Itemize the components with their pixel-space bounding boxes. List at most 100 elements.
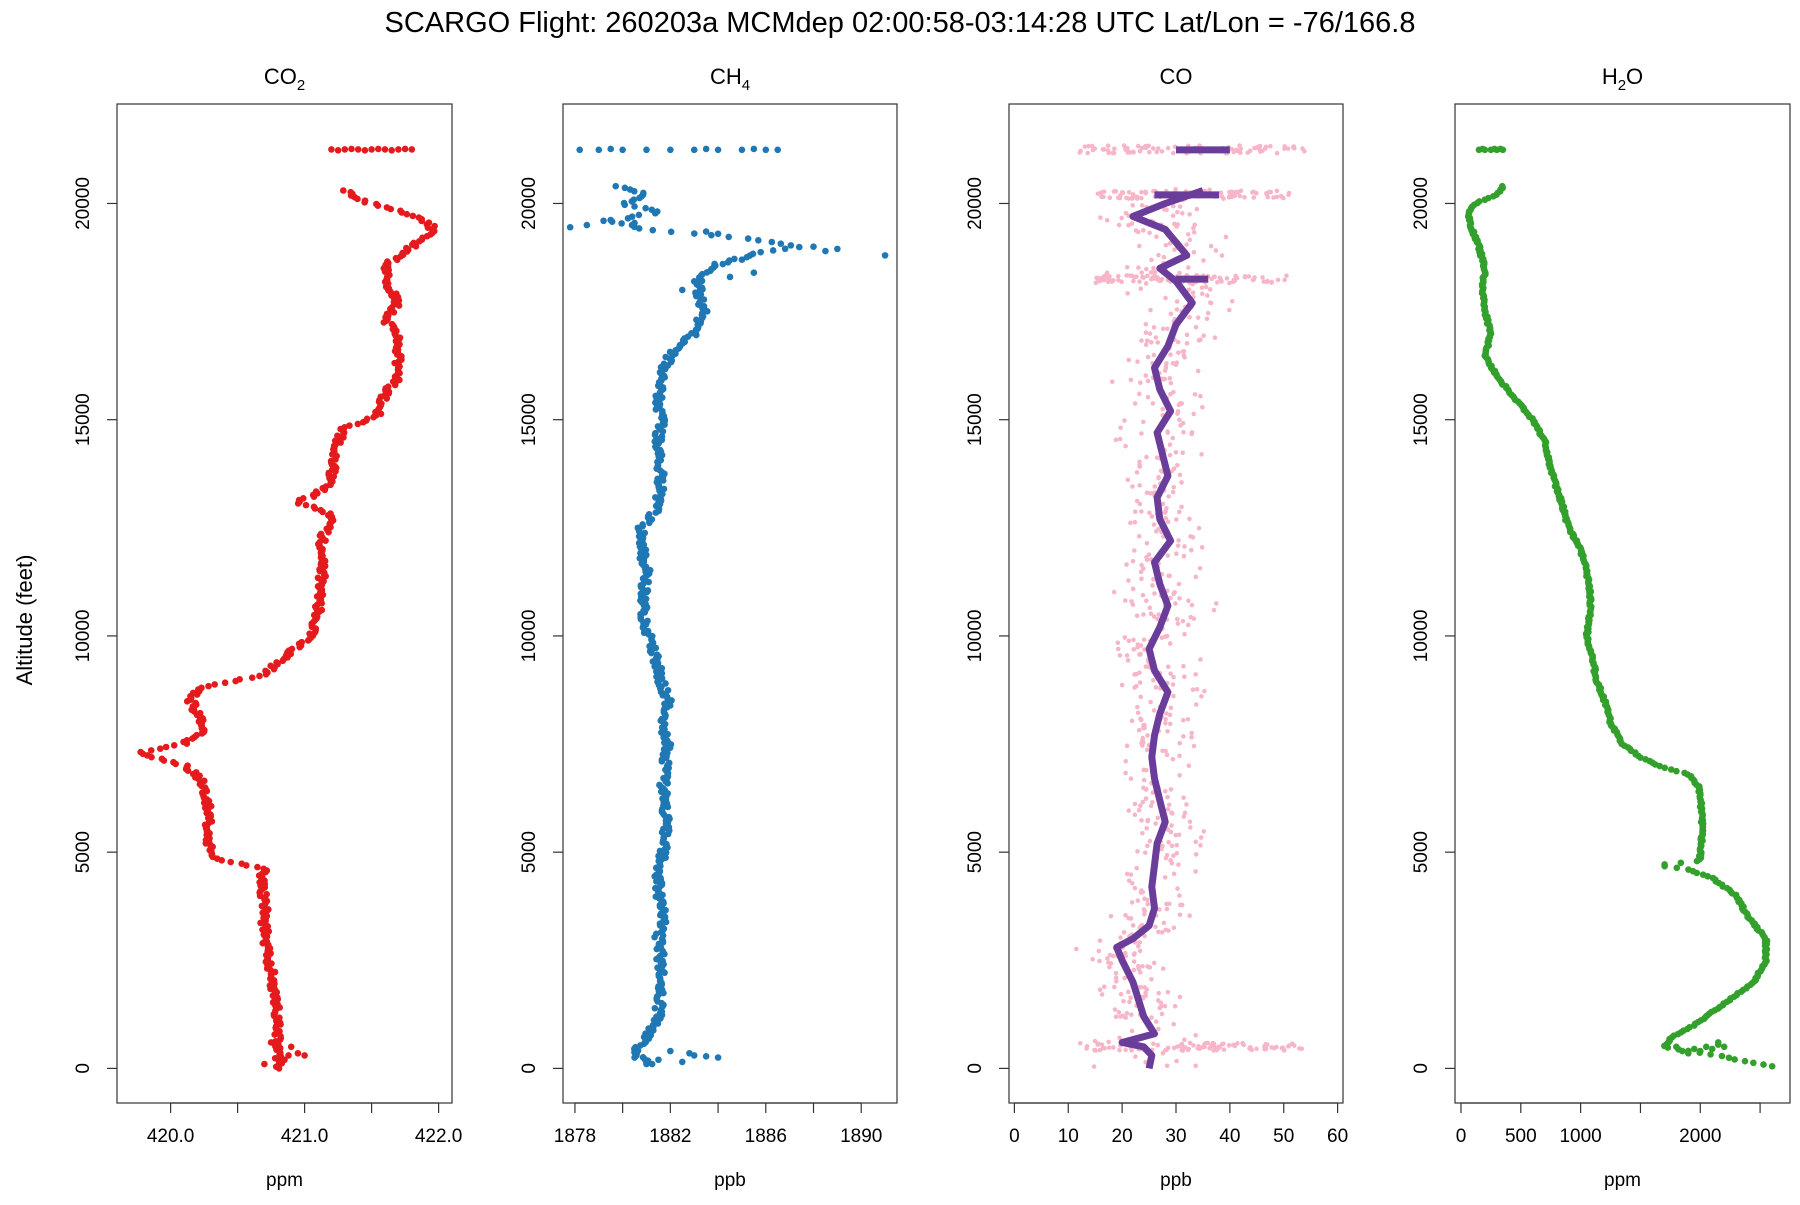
raw-point — [1143, 796, 1149, 802]
data-point — [700, 302, 708, 310]
raw-point — [1190, 687, 1196, 692]
data-point — [211, 681, 219, 688]
raw-point — [1199, 452, 1204, 457]
data-point — [630, 196, 638, 204]
raw-point — [1181, 795, 1186, 801]
raw-point — [1145, 354, 1151, 360]
raw-point — [1105, 143, 1111, 149]
raw-point — [1140, 963, 1145, 969]
raw-point — [1161, 254, 1167, 260]
raw-point — [1128, 872, 1134, 877]
raw-point — [1248, 1045, 1253, 1050]
raw-point — [1167, 241, 1173, 246]
raw-point — [1166, 494, 1171, 499]
raw-point — [1201, 258, 1206, 263]
data-point — [777, 240, 785, 247]
raw-point — [1151, 352, 1157, 358]
raw-point — [1145, 394, 1151, 400]
x-tick-label: 1878 — [554, 1126, 596, 1147]
raw-point — [1193, 839, 1198, 845]
raw-point — [1104, 217, 1110, 223]
raw-point — [1242, 274, 1248, 280]
raw-point — [1137, 279, 1142, 284]
plot-frame — [562, 103, 898, 1104]
raw-point — [1202, 688, 1207, 694]
raw-point — [1140, 830, 1145, 836]
raw-point — [1156, 526, 1161, 532]
data-point — [774, 146, 782, 154]
data-point — [750, 269, 758, 276]
raw-point — [1137, 459, 1142, 465]
raw-point — [1169, 860, 1175, 866]
x-tick-label: 421.0 — [281, 1126, 329, 1147]
raw-point — [1137, 652, 1142, 657]
raw-point — [1109, 379, 1115, 385]
raw-point — [1195, 368, 1201, 374]
raw-point — [1148, 307, 1153, 313]
raw-point — [1139, 818, 1144, 823]
raw-point — [1290, 144, 1296, 150]
raw-point — [1119, 215, 1125, 221]
data-point — [147, 747, 155, 754]
raw-point — [1124, 264, 1130, 270]
raw-point — [1187, 237, 1193, 243]
data-point — [656, 781, 663, 789]
raw-point — [1123, 912, 1128, 918]
raw-point — [1148, 339, 1154, 345]
raw-point — [1105, 148, 1111, 153]
raw-point — [1124, 743, 1130, 749]
raw-point — [1130, 880, 1135, 886]
raw-point — [1187, 516, 1192, 522]
raw-point — [1135, 943, 1141, 949]
raw-point — [1136, 807, 1142, 813]
raw-point — [1260, 275, 1265, 280]
raw-point — [1144, 747, 1150, 753]
raw-point — [1132, 812, 1138, 817]
raw-point — [1185, 265, 1191, 270]
raw-point — [1113, 970, 1119, 976]
raw-point — [1185, 622, 1191, 628]
raw-point — [1224, 276, 1230, 281]
raw-point — [1156, 990, 1162, 996]
raw-point — [1184, 341, 1190, 346]
x-axis-label: ppb — [1160, 1170, 1192, 1191]
raw-point — [1135, 898, 1141, 903]
raw-point — [1177, 472, 1183, 478]
raw-point — [1251, 189, 1256, 195]
raw-point — [1126, 357, 1132, 363]
raw-point — [1092, 1038, 1098, 1044]
raw-point — [1137, 148, 1143, 154]
raw-point — [1122, 418, 1127, 423]
raw-point — [1164, 752, 1170, 758]
raw-point — [1176, 832, 1182, 838]
raw-point — [1156, 252, 1161, 258]
raw-point — [1134, 498, 1140, 504]
data-points — [1464, 145, 1776, 1070]
data-point — [361, 146, 369, 154]
raw-point — [1132, 801, 1138, 807]
raw-point — [1130, 586, 1136, 592]
y-tick-label: 20000 — [73, 177, 94, 230]
raw-point — [1265, 278, 1270, 284]
data-point — [595, 146, 603, 154]
data-point — [714, 230, 722, 238]
raw-point — [1213, 248, 1219, 253]
raw-point — [1124, 653, 1130, 658]
raw-point — [1169, 823, 1174, 828]
raw-point — [1126, 989, 1131, 995]
raw-point — [1137, 483, 1142, 488]
raw-point — [1123, 1015, 1129, 1020]
raw-point — [1164, 633, 1170, 639]
raw-point — [1199, 545, 1205, 550]
data-point — [192, 699, 199, 707]
raw-point — [1212, 335, 1218, 340]
raw-point — [1097, 987, 1103, 992]
raw-point — [1135, 710, 1141, 716]
raw-point — [1121, 998, 1126, 1004]
data-point — [749, 250, 757, 258]
data-point — [726, 273, 734, 281]
raw-point — [1153, 1019, 1159, 1024]
raw-point — [1130, 192, 1136, 197]
raw-point — [1282, 144, 1287, 149]
raw-point — [1165, 794, 1170, 800]
